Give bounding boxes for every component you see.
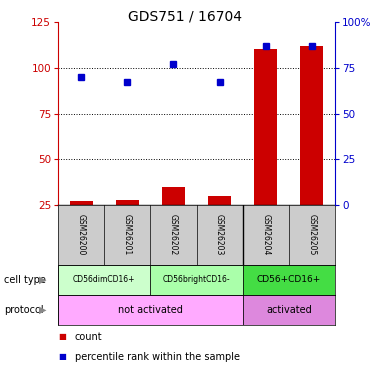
Text: GDS751 / 16704: GDS751 / 16704 (128, 10, 243, 24)
Text: GSM26204: GSM26204 (261, 214, 270, 256)
Bar (254, 50, 277, 205)
Text: CD56+CD16+: CD56+CD16+ (257, 276, 321, 285)
Text: ▶: ▶ (39, 305, 47, 315)
Bar (116, 200, 139, 205)
Bar (150, 265, 243, 295)
Text: GSM26202: GSM26202 (169, 214, 178, 256)
Text: GSM26201: GSM26201 (123, 214, 132, 256)
Bar (243, 265, 335, 295)
Bar (69, 201, 93, 205)
Text: ▶: ▶ (39, 275, 47, 285)
Text: ■: ■ (58, 332, 66, 341)
Text: not activated: not activated (118, 305, 183, 315)
Text: CD56dimCD16+: CD56dimCD16+ (73, 276, 135, 285)
Bar (301, 46, 324, 205)
Bar (58, 265, 150, 295)
Text: activated: activated (266, 305, 312, 315)
Text: CD56brightCD16-: CD56brightCD16- (163, 276, 230, 285)
Text: protocol: protocol (4, 305, 43, 315)
Text: cell type: cell type (4, 275, 46, 285)
Text: count: count (75, 332, 102, 342)
Bar (208, 196, 231, 205)
Bar (58, 295, 243, 325)
Text: GSM26205: GSM26205 (308, 214, 316, 256)
Text: GSM26203: GSM26203 (215, 214, 224, 256)
Bar (162, 187, 185, 205)
Text: GSM26200: GSM26200 (76, 214, 86, 256)
Text: ■: ■ (58, 351, 66, 360)
Bar (243, 295, 335, 325)
Text: percentile rank within the sample: percentile rank within the sample (75, 351, 240, 361)
